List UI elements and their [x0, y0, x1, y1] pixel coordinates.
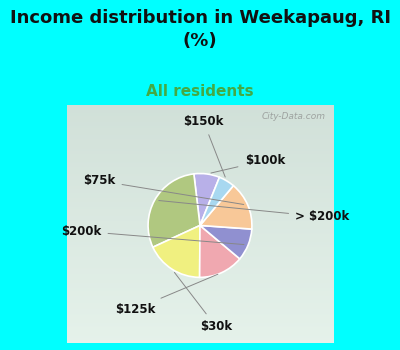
Wedge shape	[200, 177, 233, 225]
Wedge shape	[153, 225, 200, 277]
Text: $150k: $150k	[184, 115, 225, 177]
Wedge shape	[200, 186, 252, 229]
Wedge shape	[200, 225, 240, 277]
Text: $30k: $30k	[174, 272, 232, 333]
Text: > $200k: > $200k	[159, 201, 350, 223]
Text: $75k: $75k	[83, 174, 244, 204]
Text: $200k: $200k	[61, 225, 244, 245]
Wedge shape	[148, 174, 200, 247]
Text: City-Data.com: City-Data.com	[262, 112, 326, 121]
Wedge shape	[200, 225, 252, 259]
Wedge shape	[194, 174, 220, 225]
Text: $100k: $100k	[211, 154, 285, 173]
Text: $125k: $125k	[115, 274, 218, 316]
Text: All residents: All residents	[146, 84, 254, 99]
Text: Income distribution in Weekapaug, RI
(%): Income distribution in Weekapaug, RI (%)	[10, 9, 390, 49]
